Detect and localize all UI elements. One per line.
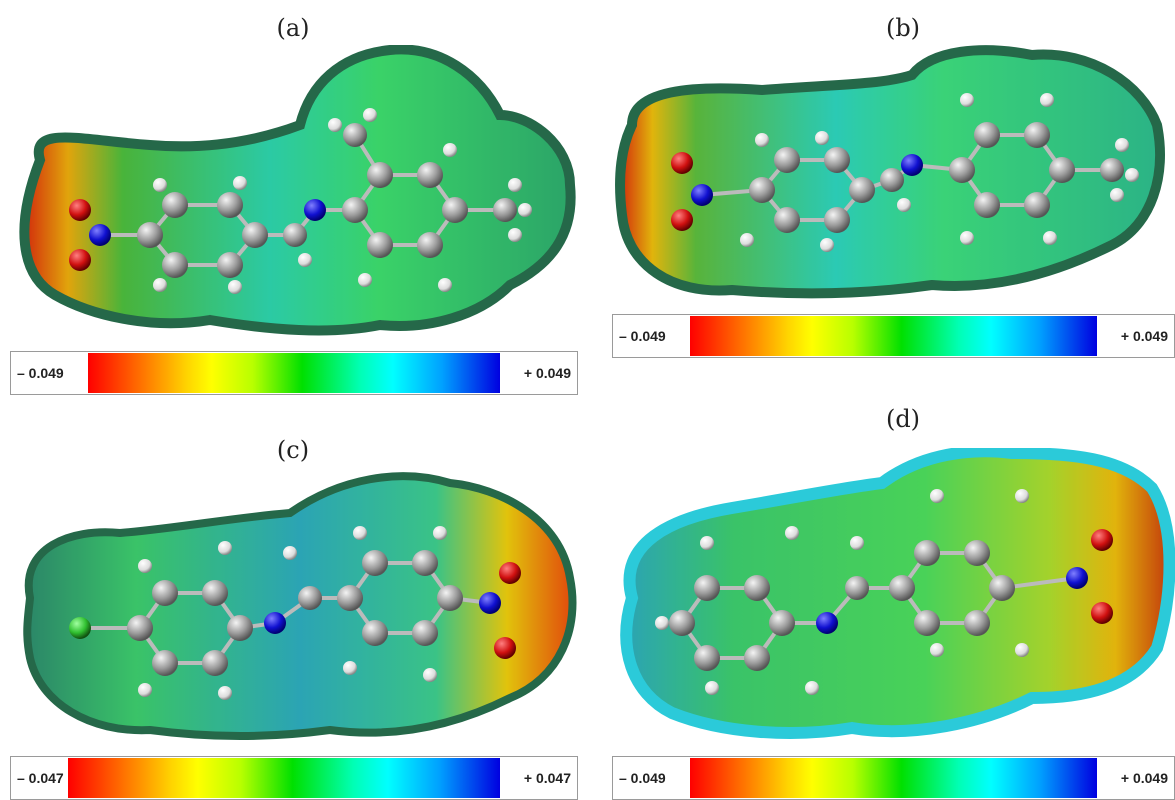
panel-b-scale-gradient: [690, 316, 1097, 356]
panel-b-scale-max: + 0.049: [1120, 328, 1168, 344]
panel-d-color-scale: – 0.049 + 0.049: [612, 756, 1175, 800]
panel-d-scale-max: + 0.049: [1120, 770, 1168, 786]
panel-a-color-scale: – 0.049 + 0.049: [10, 351, 578, 395]
panel-a-scale-max: + 0.049: [523, 365, 571, 381]
panel-a-scale-gradient: [88, 353, 500, 393]
panel-c-esp-map: [23, 472, 577, 740]
panel-c-label: (c): [276, 436, 310, 464]
panel-c-scale-max: + 0.047: [523, 770, 571, 786]
panel-c-scale-gradient: [68, 758, 500, 798]
panel-d-label: (d): [885, 405, 921, 433]
panel-a-label: (a): [276, 14, 310, 42]
panel-b-esp-map: [615, 45, 1165, 299]
panel-b-label: (b): [885, 14, 921, 42]
panel-a-esp-map: [19, 45, 576, 336]
panel-d-scale-min: – 0.049: [619, 770, 666, 786]
panel-b-color-scale: – 0.049 + 0.049: [612, 314, 1175, 358]
panel-c-color-scale: – 0.047 + 0.047: [10, 756, 578, 800]
panel-c-scale-min: – 0.047: [17, 770, 64, 786]
panel-a-scale-min: – 0.049: [17, 365, 64, 381]
panel-d-esp-map: [620, 448, 1175, 739]
panel-b-scale-min: – 0.049: [619, 328, 666, 344]
panel-d-scale-gradient: [690, 758, 1097, 798]
